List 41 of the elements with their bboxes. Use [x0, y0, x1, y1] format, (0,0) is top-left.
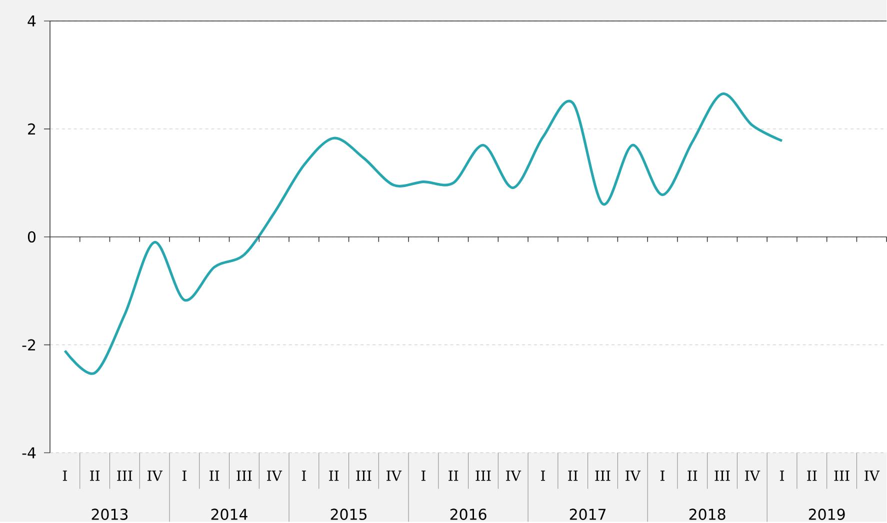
x-tick-label: III [834, 470, 850, 481]
x-tick-label: III [236, 470, 252, 481]
x-tick-label: III [476, 470, 491, 481]
line-series [64, 92, 784, 374]
text: 2017 [570, 508, 606, 520]
x-tick-label: IV [386, 470, 402, 481]
x-tick-label: I [541, 470, 545, 481]
x-tick-label: IV [745, 470, 760, 481]
x-tick-label: IV [626, 470, 641, 481]
x-tick-label: I [660, 470, 664, 481]
x-tick-label: II [210, 470, 220, 481]
x-tick-label: I [62, 470, 67, 481]
x-tick-label: II [448, 470, 458, 481]
x-tick-label: II [688, 470, 698, 481]
x-tick-label: I [421, 470, 426, 481]
x-tick-label: II [329, 470, 339, 481]
y-tick-label: 2 [28, 123, 35, 134]
x-tick-label: III [356, 470, 372, 481]
text: 2013 [92, 508, 128, 520]
text: 2019 [808, 508, 845, 520]
x-tick-label: III [595, 470, 610, 481]
y-tick-label: -4 [22, 447, 36, 458]
x-tick-label: II [568, 470, 578, 481]
text: 2018 [689, 508, 726, 520]
x-tick-label: I [302, 470, 306, 481]
x-tick-label: IV [506, 470, 522, 481]
x-tick-label: I [182, 470, 186, 481]
text: 2016 [450, 508, 486, 520]
x-tick-label: II [807, 470, 817, 481]
x-tick-label: IV [148, 470, 163, 481]
x-tick-label: II [90, 470, 100, 481]
y-tick-label: -2 [22, 339, 35, 350]
x-tick-label: IV [267, 470, 282, 481]
x-tick-label: I [780, 470, 784, 481]
y-tick-label: 0 [28, 231, 36, 242]
text: 2014 [211, 508, 248, 520]
x-tick-label: III [117, 470, 132, 481]
x-tick-label: IV [864, 470, 880, 481]
y-tick-label: 4 [28, 15, 36, 26]
text: 2015 [330, 508, 366, 520]
x-tick-label: III [714, 470, 730, 481]
